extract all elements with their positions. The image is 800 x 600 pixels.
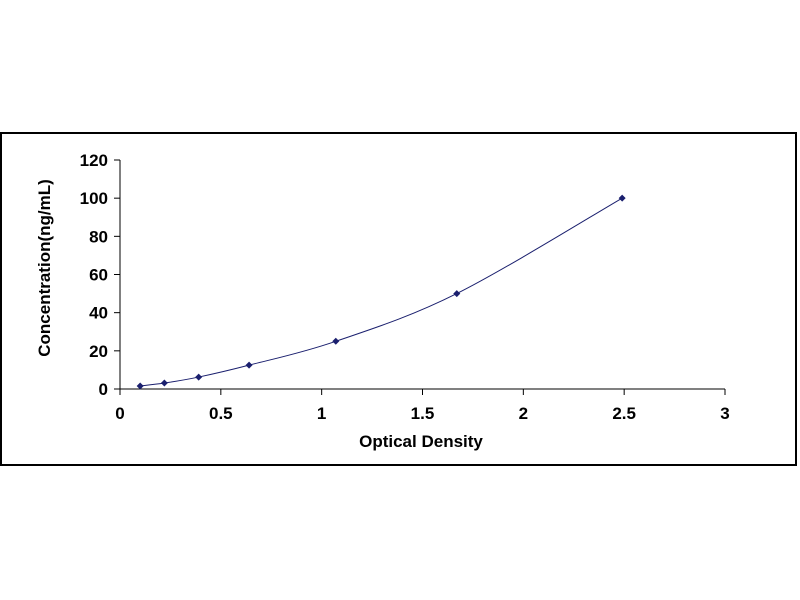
y-tick-label: 100 (80, 189, 108, 208)
fit-curve (140, 197, 623, 387)
data-point (136, 382, 144, 390)
data-point (195, 373, 203, 381)
y-tick-label: 0 (99, 380, 108, 399)
x-axis-ticks: 0 0.5 1 1.5 2 2.5 3 (115, 389, 730, 423)
y-tick-label: 120 (80, 151, 108, 170)
x-tick-label: 0.5 (209, 404, 233, 423)
x-tick-label: 3 (720, 404, 729, 423)
y-tick-label: 60 (89, 266, 108, 285)
data-point (618, 194, 626, 202)
axes (119, 160, 725, 390)
chart-frame (0, 132, 797, 466)
y-axis-title: Concentration(ng/mL) (35, 179, 54, 357)
x-tick-label: 1.5 (411, 404, 435, 423)
x-tick-label: 2 (519, 404, 528, 423)
y-tick-label: 80 (89, 227, 108, 246)
x-tick-label: 1 (317, 404, 326, 423)
data-point (160, 379, 168, 387)
x-axis-title: Optical Density (359, 432, 483, 451)
x-tick-label: 2.5 (612, 404, 636, 423)
data-point (245, 361, 253, 369)
data-points (136, 194, 626, 390)
y-tick-label: 20 (89, 342, 108, 361)
y-axis-ticks: 0 20 40 60 80 100 120 (80, 151, 120, 399)
x-tick-label: 0 (115, 404, 124, 423)
data-point (332, 337, 340, 345)
data-point (453, 290, 461, 298)
y-tick-label: 40 (89, 304, 108, 323)
